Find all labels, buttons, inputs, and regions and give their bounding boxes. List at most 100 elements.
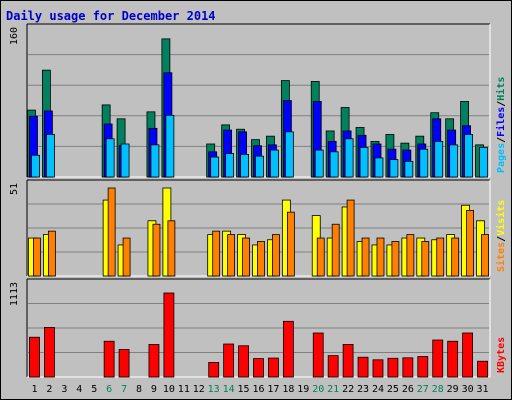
x-tick-label: 27 bbox=[417, 384, 429, 395]
sites-bar bbox=[227, 234, 236, 277]
kbytes-bar bbox=[44, 327, 55, 378]
kbytes-bar bbox=[417, 356, 429, 378]
sites-bar bbox=[346, 199, 355, 277]
x-tick-label: 19 bbox=[297, 384, 309, 395]
sites-bar bbox=[361, 237, 370, 277]
legend-files: Files bbox=[495, 107, 507, 137]
pages-bar bbox=[374, 157, 384, 178]
sites-bar bbox=[331, 223, 340, 277]
kbytes-bar bbox=[148, 344, 160, 378]
kbytes-bar bbox=[402, 357, 414, 378]
pages-bar bbox=[284, 131, 294, 178]
kbytes-bar bbox=[223, 343, 235, 378]
kbytes-bar bbox=[238, 345, 249, 378]
kbytes-bar bbox=[268, 357, 279, 378]
sites-bar bbox=[481, 234, 489, 277]
kbytes-bar bbox=[342, 344, 354, 378]
kbytes-bar bbox=[387, 357, 399, 378]
y-max-label: 51 bbox=[9, 183, 20, 195]
sites-bar bbox=[167, 220, 176, 277]
sites-bar bbox=[286, 211, 295, 277]
x-tick-label: 29 bbox=[447, 384, 459, 395]
x-tick-label: 22 bbox=[342, 384, 354, 395]
kbytes-bar bbox=[312, 332, 324, 378]
legend-pages: Pages bbox=[496, 143, 507, 173]
y-max-label: 160 bbox=[9, 27, 20, 45]
pages-bar bbox=[46, 134, 55, 178]
kbytes-bar bbox=[477, 360, 488, 378]
pages-bar bbox=[329, 151, 339, 178]
chart-title: Daily usage for December 2014 bbox=[6, 9, 216, 23]
legend-visits: Visits bbox=[495, 200, 507, 236]
pages-bar bbox=[344, 138, 354, 178]
pages-bar bbox=[255, 155, 264, 178]
pages-bar bbox=[419, 148, 429, 178]
kbytes-bar bbox=[357, 356, 369, 378]
x-tick-label: 18 bbox=[282, 384, 294, 395]
x-tick-label: 11 bbox=[178, 384, 190, 395]
x-tick-label: 2 bbox=[46, 384, 52, 395]
kbytes-bar bbox=[118, 349, 130, 378]
x-tick-label: 1 bbox=[31, 384, 37, 395]
x-tick-label: 30 bbox=[462, 384, 474, 395]
sites-bar bbox=[152, 223, 161, 277]
sites-bar bbox=[406, 234, 415, 277]
kbytes-bar bbox=[103, 340, 115, 378]
sites-bar bbox=[272, 234, 280, 277]
pages-bar bbox=[434, 140, 444, 178]
pages-bar bbox=[479, 147, 488, 178]
x-tick-label: 13 bbox=[208, 384, 220, 395]
pages-bar bbox=[210, 156, 220, 178]
kbytes-bar bbox=[462, 332, 473, 378]
x-tick-label: 4 bbox=[76, 384, 82, 395]
x-tick-label: 12 bbox=[193, 384, 205, 395]
sites-bar bbox=[391, 241, 400, 277]
sites-bar bbox=[212, 230, 221, 277]
sites-bar bbox=[436, 237, 445, 277]
pages-bar bbox=[120, 143, 130, 178]
x-tick-label: 8 bbox=[136, 384, 142, 395]
legend-sites: Sites bbox=[495, 242, 507, 272]
sites-bar bbox=[33, 237, 41, 277]
kbytes-bar bbox=[372, 359, 384, 378]
y-max-label: 1113 bbox=[9, 282, 20, 306]
legend-label: Pages/Files/Hits bbox=[495, 77, 507, 173]
pages-bar bbox=[165, 114, 175, 178]
sites-bar bbox=[107, 187, 116, 277]
kbytes-bar bbox=[327, 355, 339, 378]
x-tick-label: 7 bbox=[121, 384, 127, 395]
pages-bar bbox=[359, 147, 369, 178]
sites-bar bbox=[451, 237, 460, 277]
x-tick-label: 24 bbox=[372, 384, 384, 395]
pages-bar bbox=[389, 159, 399, 178]
x-tick-label: 14 bbox=[223, 384, 235, 395]
sites-bar bbox=[242, 237, 250, 277]
pages-bar bbox=[464, 134, 473, 178]
sites-bar bbox=[48, 230, 56, 277]
pages-bar bbox=[31, 154, 40, 178]
kbytes-bar bbox=[253, 358, 264, 378]
legend-kbytes: KBytes bbox=[496, 337, 507, 373]
x-tick-label: 23 bbox=[357, 384, 369, 395]
legend-label: Sites/Visits bbox=[495, 200, 507, 272]
x-tick-label: 20 bbox=[312, 384, 324, 395]
sites-bar bbox=[466, 210, 474, 277]
sites-bar bbox=[316, 237, 325, 277]
x-tick-label: 15 bbox=[238, 384, 250, 395]
x-tick-label: 21 bbox=[327, 384, 339, 395]
legend-hits: Hits bbox=[495, 77, 507, 101]
sites-bar bbox=[376, 237, 385, 277]
kbytes-bar bbox=[432, 339, 444, 378]
legend-label: KBytes bbox=[496, 337, 507, 373]
x-tick-label: 26 bbox=[402, 384, 414, 395]
sites-bar bbox=[257, 241, 265, 277]
x-tick-label: 3 bbox=[61, 384, 67, 395]
pages-bar bbox=[240, 154, 249, 178]
x-tick-label: 31 bbox=[477, 384, 489, 395]
pages-bar bbox=[225, 153, 235, 178]
kbytes-bar bbox=[282, 320, 294, 378]
x-tick-label: 16 bbox=[252, 384, 264, 395]
x-tick-label: 5 bbox=[91, 384, 97, 395]
kbytes-bar bbox=[208, 362, 220, 378]
